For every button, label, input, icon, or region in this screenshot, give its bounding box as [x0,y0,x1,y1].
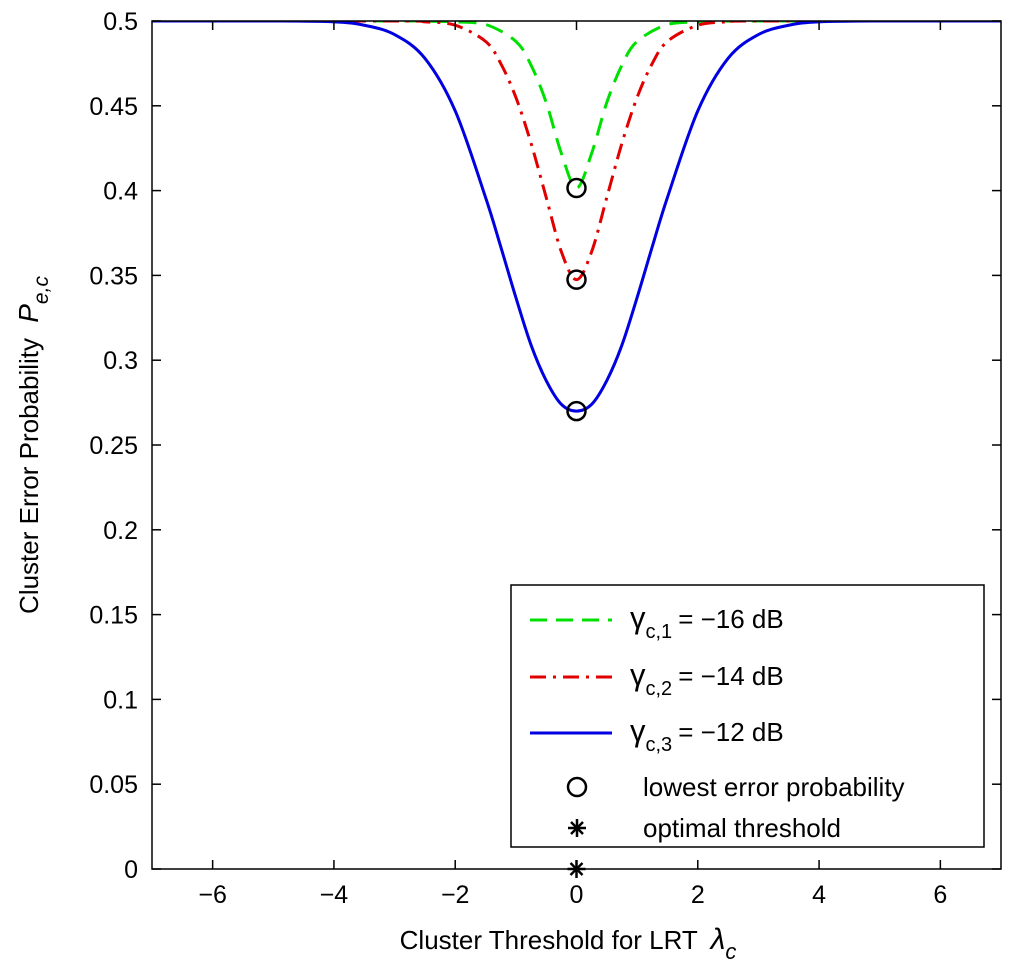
lowest-error-marker [566,400,587,422]
legend: γc,1 = −16 dB γc,2 = −14 dB γc,3 = −12 dB l… [510,584,985,848]
y-tick-label: 0.35 [89,262,138,290]
x-tick-label: 0 [570,881,584,909]
optimal-threshold-marker [567,860,586,878]
x-tick-label: 2 [691,881,705,909]
legend-entry-optimal-threshold: optimal threshold [643,813,841,843]
x-tick-label: −6 [198,881,227,909]
x-axis-symbol: λ [709,923,726,956]
lowest-error-marker [566,269,587,290]
y-axis-symbol-sub: e,c [30,276,53,305]
legend-asterisk-marker-icon [568,819,586,837]
y-tick-label: 0.25 [89,432,138,460]
y-axis-symbol: P [13,304,44,323]
y-tick-label: 0.3 [103,347,138,375]
x-axis-label: Cluster Threshold for LRT λc [400,923,737,964]
x-axis-symbol-sub: c [725,939,736,964]
legend-entry-lowest-error: lowest error probability [643,772,905,802]
legend-entry-series-3: γc,3 = −12 dB [630,713,784,756]
y-tick-label: 0.5 [103,8,138,36]
y-tick-label: 0.15 [89,602,138,630]
legend-box [510,584,985,848]
legend-entry-series-1: γc,1 = −16 dB [630,600,784,643]
y-tick-label: 0.1 [103,686,138,714]
lowest-error-marker [566,177,587,199]
x-tick-label: 4 [812,881,826,909]
y-tick-label: 0.05 [89,771,138,799]
legend-entry-series-2: γc,2 = −14 dB [630,657,784,700]
y-axis-label: Cluster Error Probability Pe,c [13,276,53,614]
x-tick-label: 6 [933,881,947,909]
y-tick-label: 0 [124,856,138,884]
series-line-2 [152,21,1001,282]
y-tick-label: 0.45 [89,93,138,121]
y-tick-label: 0.2 [103,517,138,545]
x-tick-label: −4 [320,881,349,909]
series-line-3 [152,21,1001,413]
legend-circle-marker-icon [566,776,588,798]
y-tick-label: 0.4 [103,178,138,206]
x-tick-label: −2 [441,881,470,909]
